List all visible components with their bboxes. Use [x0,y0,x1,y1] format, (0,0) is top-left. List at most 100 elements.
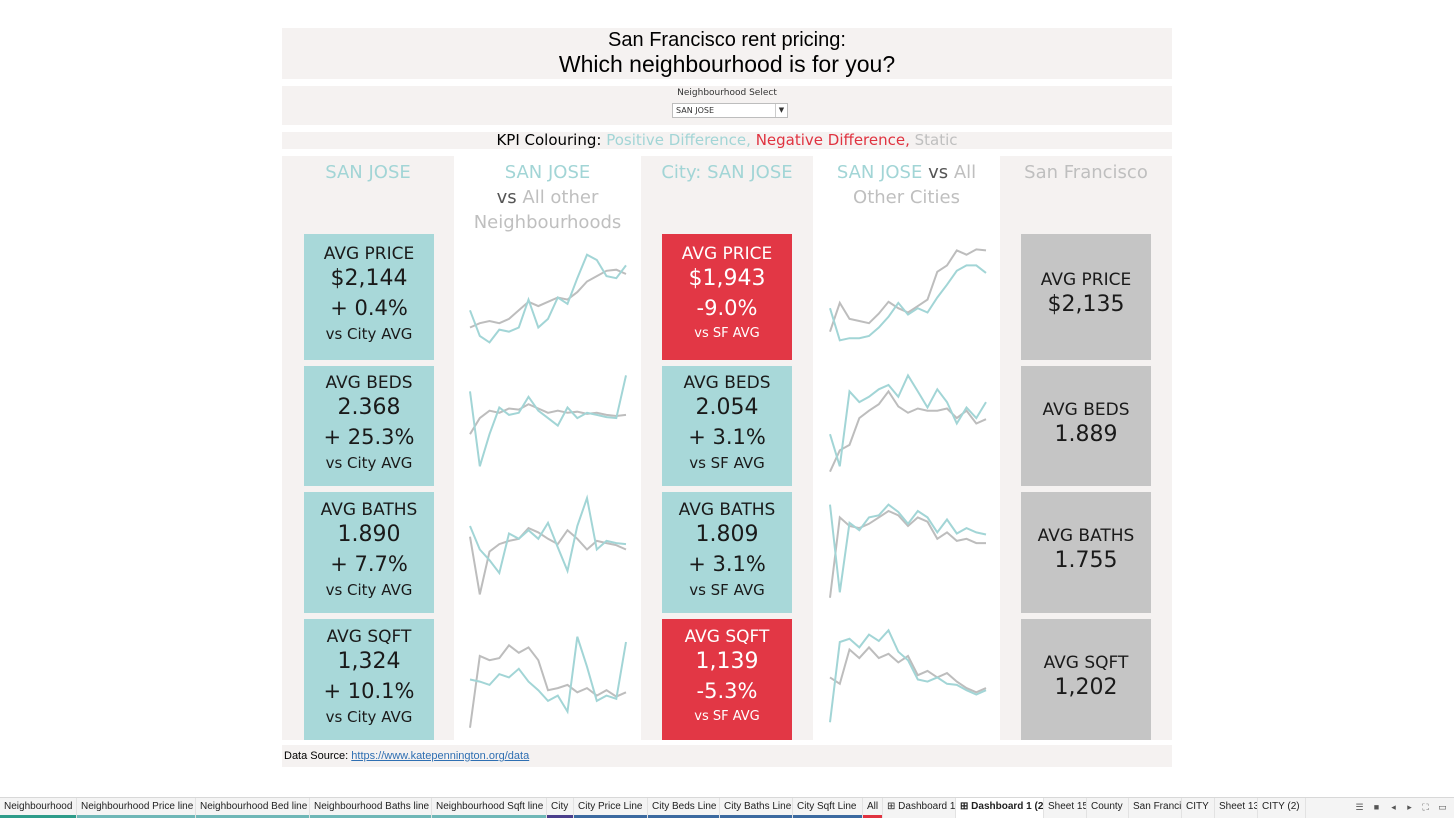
legend-static: Static [914,131,958,149]
city-trend-header-name: SAN JOSE [836,162,923,183]
neighbourhood-beds-card[interactable]: AVG BEDS 2.368 + 25.3% vs City AVG [304,366,434,486]
sheet-tab[interactable]: Neighbourhood Price line [77,798,196,818]
city-beds-trend-chart[interactable] [826,366,990,481]
title-line-2: Which neighbourhood is for you? [558,51,896,77]
sheet-tab-color-bar [720,815,792,818]
kpi-title: AVG SQFT [326,627,412,647]
sheet-tab-label: City Beds Line [652,801,717,812]
kpi-colour-legend: KPI Colouring: Positive Difference, Nega… [282,132,1172,149]
sheet-tab[interactable]: CITY [1182,798,1215,818]
neighbourhood-series-line [469,253,627,344]
sheet-tab[interactable]: Neighbourhood Bed line [196,798,310,818]
sheet-tab[interactable]: City Price Line [574,798,648,818]
sheet-tab-label: City [551,801,569,812]
kpi-diff: + 10.1% [323,679,415,703]
sheet-tab-color-bar [648,815,719,818]
sheet-tab-label: Neighbourhood [4,801,73,812]
sheet-tab[interactable]: San Francisco [1129,798,1182,818]
legend-prefix: KPI Colouring: [496,131,607,149]
kpi-title: AVG BEDS [325,373,413,393]
chevron-down-icon[interactable]: ▼ [775,104,787,117]
kpi-value: 1,324 [337,649,401,674]
neighbourhood-price-card[interactable]: AVG PRICE $2,144 + 0.4% vs City AVG [304,234,434,360]
neighbourhood-baths-trend-chart[interactable] [466,492,630,607]
next-sheet-icon[interactable]: ▸ [1407,802,1412,812]
sf-beds-card[interactable]: AVG BEDS 1.889 [1021,366,1151,486]
sheet-tab[interactable]: Sheet 13 [1215,798,1258,818]
sheet-tab[interactable]: City [547,798,574,818]
comparison-series-line [469,403,627,435]
city-beds-card[interactable]: AVG BEDS 2.054 + 3.1% vs SF AVG [662,366,792,486]
sheet-tab[interactable]: Neighbourhood [0,798,77,818]
city-sqft-trend-chart[interactable] [826,622,990,737]
kpi-title: AVG SQFT [684,627,770,647]
sheet-tab[interactable]: ⊞ Dashboard 1 (2) [956,798,1044,818]
sf-column-header: San Francisco [1024,162,1148,183]
sheet-tab[interactable]: CITY (2) [1258,798,1306,818]
sheet-tab-label: City Price Line [578,801,643,812]
present-icon[interactable]: ▭ [1438,802,1447,812]
city-baths-trend-chart[interactable] [826,492,990,607]
kpi-value: 2.368 [337,395,401,420]
data-source-link[interactable]: https://www.katepennington.org/data [351,750,530,762]
kpi-sub: vs SF AVG [689,581,765,599]
sf-price-card[interactable]: AVG PRICE $2,135 [1021,234,1151,360]
kpi-value: 1.890 [337,522,401,547]
kpi-diff: + 7.7% [330,552,408,576]
comparison-series-line [469,268,627,329]
sf-baths-card[interactable]: AVG BATHS 1.755 [1021,492,1151,613]
kpi-title: AVG PRICE [1040,270,1132,290]
city-price-trend-chart[interactable] [826,240,990,355]
kpi-sub: vs City AVG [325,454,413,472]
sheet-tab[interactable]: County [1087,798,1129,818]
legend-positive: Positive Difference, [606,131,751,149]
sheet-tab-color-bar [863,815,882,818]
sheet-tab-label: CITY (2) [1262,801,1300,812]
kpi-title: AVG BEDS [1042,400,1130,420]
list-view-icon[interactable]: ☰ [1355,802,1364,812]
neighbourhood-select-value: SAN JOSE [676,106,715,115]
kpi-value: 2.054 [695,395,759,420]
city-trend-header-others: All Other Cities [853,162,977,208]
sheet-tab[interactable]: Neighbourhood Sqft line [432,798,547,818]
city-sqft-card[interactable]: AVG SQFT 1,139 -5.3% vs SF AVG [662,619,792,740]
city-baths-card[interactable]: AVG BATHS 1.809 + 3.1% vs SF AVG [662,492,792,613]
neighbourhood-beds-trend-chart[interactable] [466,366,630,481]
sheet-tab-color-bar [77,815,195,818]
sheet-tab-label: Neighbourhood Baths line [314,801,430,812]
kpi-diff: + 0.4% [330,296,408,320]
sheet-tab-label: Neighbourhood Sqft line [436,801,544,812]
sheet-tab[interactable]: City Baths Line [720,798,793,818]
neighbourhood-sqft-card[interactable]: AVG SQFT 1,324 + 10.1% vs City AVG [304,619,434,740]
title-line-1: San Francisco rent pricing: [608,29,846,51]
sf-sqft-card[interactable]: AVG SQFT 1,202 [1021,619,1151,740]
city-trend-header-vs: vs [928,162,949,183]
kpi-title: AVG BATHS [320,500,418,520]
sheet-tab[interactable]: ⊞ Dashboard 1 [883,798,956,818]
comparison-series-line [469,526,627,595]
kpi-title: AVG BATHS [1037,526,1135,546]
neighbourhood-sqft-trend-chart[interactable] [466,622,630,737]
neighbourhood-price-trend-chart[interactable] [466,240,630,355]
city-trend-header: SAN JOSE vs All Other Cities [814,156,999,210]
neighbourhood-baths-card[interactable]: AVG BATHS 1.890 + 7.7% vs City AVG [304,492,434,613]
neighbourhood-select[interactable]: SAN JOSE ▼ [672,103,788,118]
sheet-tab[interactable]: Neighbourhood Baths line [310,798,432,818]
sheet-tab[interactable]: Sheet 15 [1044,798,1087,818]
data-source-label: Data Source: [284,750,352,762]
sheet-tab[interactable]: City Sqft Line [793,798,863,818]
neighbourhood-series-line [829,503,987,593]
sheet-tab[interactable]: All [863,798,883,818]
sheet-tab[interactable]: City Beds Line [648,798,720,818]
sheet-tab-label: San Francisco [1133,801,1182,812]
grid-view-icon[interactable]: ■ [1373,802,1380,812]
neighbourhood-column-header: SAN JOSE [325,162,411,183]
kpi-sub: vs SF AVG [689,454,765,472]
fullscreen-icon[interactable]: ⛶ [1422,802,1429,812]
prev-sheet-icon[interactable]: ◂ [1391,802,1396,812]
city-price-card[interactable]: AVG PRICE $1,943 -9.0% vs SF AVG [662,234,792,360]
kpi-sub: vs SF AVG [694,326,760,341]
kpi-value: 1.809 [695,522,759,547]
comparison-series-line [469,643,627,728]
kpi-diff: + 25.3% [323,425,415,449]
